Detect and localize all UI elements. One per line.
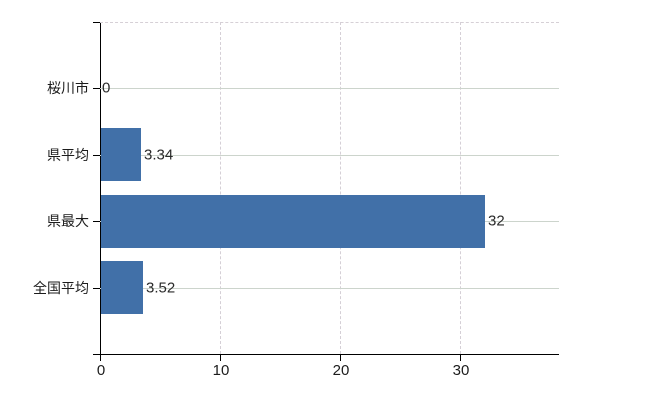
- y-axis-tick: [93, 221, 100, 222]
- x-axis-tick: [100, 355, 101, 361]
- category-label: 全国平均: [33, 280, 89, 296]
- x-axis-tick: [460, 355, 461, 361]
- category-label: 県平均: [47, 147, 89, 163]
- y-axis-tick: [93, 22, 100, 23]
- y-axis-line: [100, 22, 101, 355]
- x-axis-tick-label: 10: [212, 362, 230, 379]
- horizontal-gridline: [100, 155, 559, 156]
- value-label: 3.34: [144, 146, 174, 164]
- vertical-gridline: [340, 22, 341, 354]
- horizontal-gridline: [100, 288, 559, 289]
- y-axis-tick: [93, 288, 100, 289]
- x-axis-tick-label: 30: [452, 362, 470, 379]
- value-label: 0: [102, 79, 111, 97]
- bar: [101, 195, 485, 248]
- x-axis-tick: [340, 355, 341, 361]
- plot-top-border: [100, 22, 559, 23]
- vertical-gridline: [460, 22, 461, 354]
- horizontal-gridline: [100, 88, 559, 89]
- category-label: 県最大: [47, 213, 89, 229]
- x-axis-tick: [220, 355, 221, 361]
- x-axis-tick-label: 0: [96, 362, 106, 379]
- vertical-gridline: [220, 22, 221, 354]
- category-label: 桜川市: [47, 80, 89, 96]
- value-label: 32: [488, 212, 505, 230]
- bar: [101, 128, 141, 181]
- y-axis-tick: [93, 88, 100, 89]
- x-axis-line: [93, 354, 559, 355]
- y-axis-tick: [93, 155, 100, 156]
- bar: [101, 261, 143, 314]
- value-label: 3.52: [146, 279, 176, 297]
- x-axis-tick-label: 20: [332, 362, 350, 379]
